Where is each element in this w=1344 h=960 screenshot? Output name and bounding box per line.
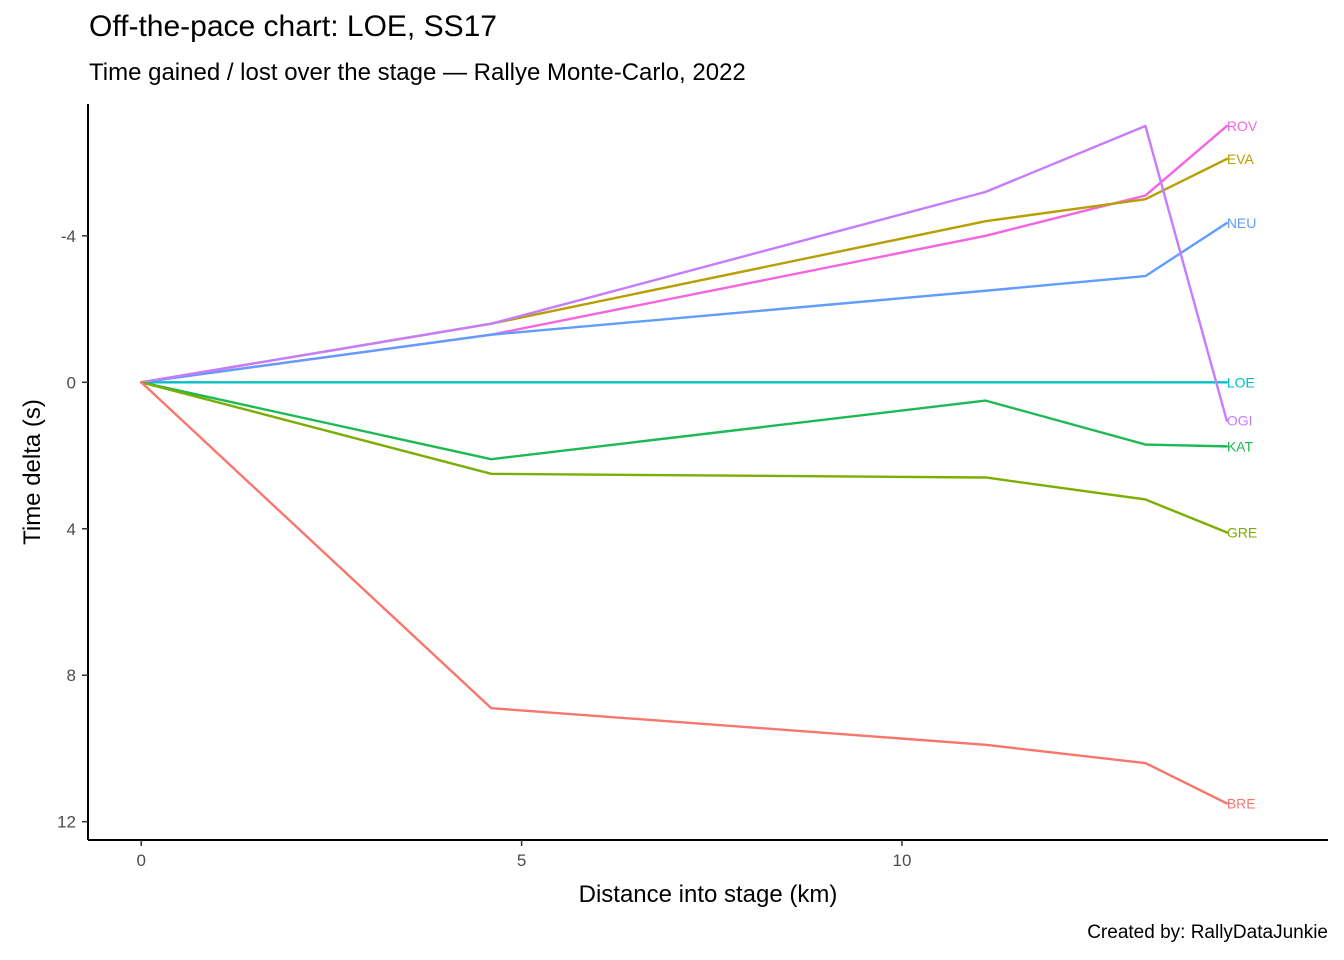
series-line-kat — [140, 381, 1229, 461]
series-line-rov — [140, 124, 1229, 384]
x-axis-title: Distance into stage (km) — [579, 881, 838, 908]
end-label-bre: BRE — [1227, 795, 1256, 811]
end-label-neu: NEU — [1227, 215, 1257, 231]
x-tick-label: 0 — [137, 851, 146, 870]
chart-title: Off-the-pace chart: LOE, SS17 — [89, 10, 497, 43]
end-label-loe: LOE — [1227, 374, 1255, 390]
chart-caption: Created by: RallyDataJunkie — [1087, 922, 1328, 943]
end-label-ogi: OGI — [1227, 413, 1253, 429]
series-line-bre — [140, 381, 1229, 805]
x-axis-ticks: 0 5 10 — [137, 840, 912, 870]
y-tick-label: -4 — [61, 227, 76, 246]
series-line-neu — [140, 221, 1229, 384]
x-tick-label: 5 — [517, 851, 526, 870]
x-tick-label: 10 — [893, 851, 912, 870]
end-label-kat: KAT — [1227, 438, 1254, 454]
series-line-eva — [140, 157, 1229, 384]
y-tick-label: 0 — [67, 373, 76, 392]
end-label-rov: ROV — [1227, 118, 1258, 134]
chart-subtitle: Time gained / lost over the stage — Rall… — [89, 59, 746, 86]
series-line-gre — [140, 381, 1229, 534]
end-label-eva: EVA — [1227, 151, 1255, 167]
y-tick-label: 8 — [67, 666, 76, 685]
end-label-layer: ROV EVA NEU LOE OGI KAT GRE BRE — [1227, 118, 1258, 811]
series-line-ogi — [140, 124, 1229, 422]
end-label-gre: GRE — [1227, 524, 1257, 540]
y-axis-title: Time delta (s) — [19, 399, 46, 545]
y-axis-ticks: -4 0 4 8 12 — [57, 227, 88, 832]
y-tick-label: 12 — [57, 813, 76, 832]
y-tick-label: 4 — [67, 520, 76, 539]
series-layer — [140, 124, 1229, 805]
